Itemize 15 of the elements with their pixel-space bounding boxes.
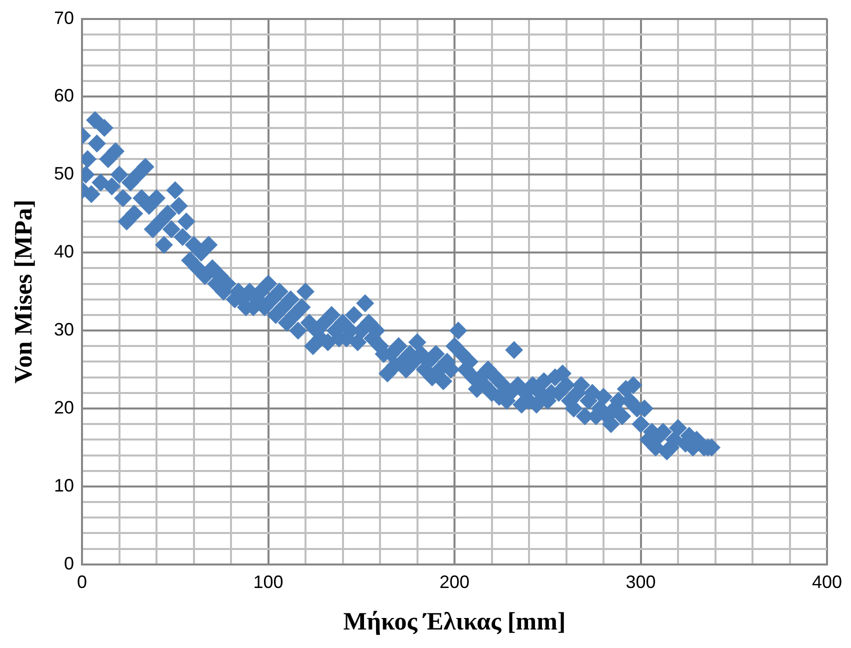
y-tick-label: 50 bbox=[54, 164, 74, 184]
x-axis-title: Μήκος Έλικας [mm] bbox=[343, 608, 566, 636]
y-tick-label: 70 bbox=[54, 8, 74, 28]
x-tick-label: 400 bbox=[812, 572, 842, 592]
x-tick-label: 200 bbox=[439, 572, 470, 592]
y-tick-label: 40 bbox=[54, 242, 74, 262]
x-tick-label: 100 bbox=[253, 572, 284, 592]
y-axis-title: Von Mises [MPa] bbox=[10, 200, 38, 384]
x-tick-label: 0 bbox=[77, 572, 88, 592]
y-tick-label: 60 bbox=[54, 86, 74, 106]
y-tick-label: 30 bbox=[54, 320, 74, 340]
x-tick-label: 300 bbox=[626, 572, 656, 592]
y-tick-label: 10 bbox=[54, 475, 74, 496]
y-tick-label: 20 bbox=[54, 397, 74, 418]
y-tick-label: 0 bbox=[64, 553, 74, 574]
